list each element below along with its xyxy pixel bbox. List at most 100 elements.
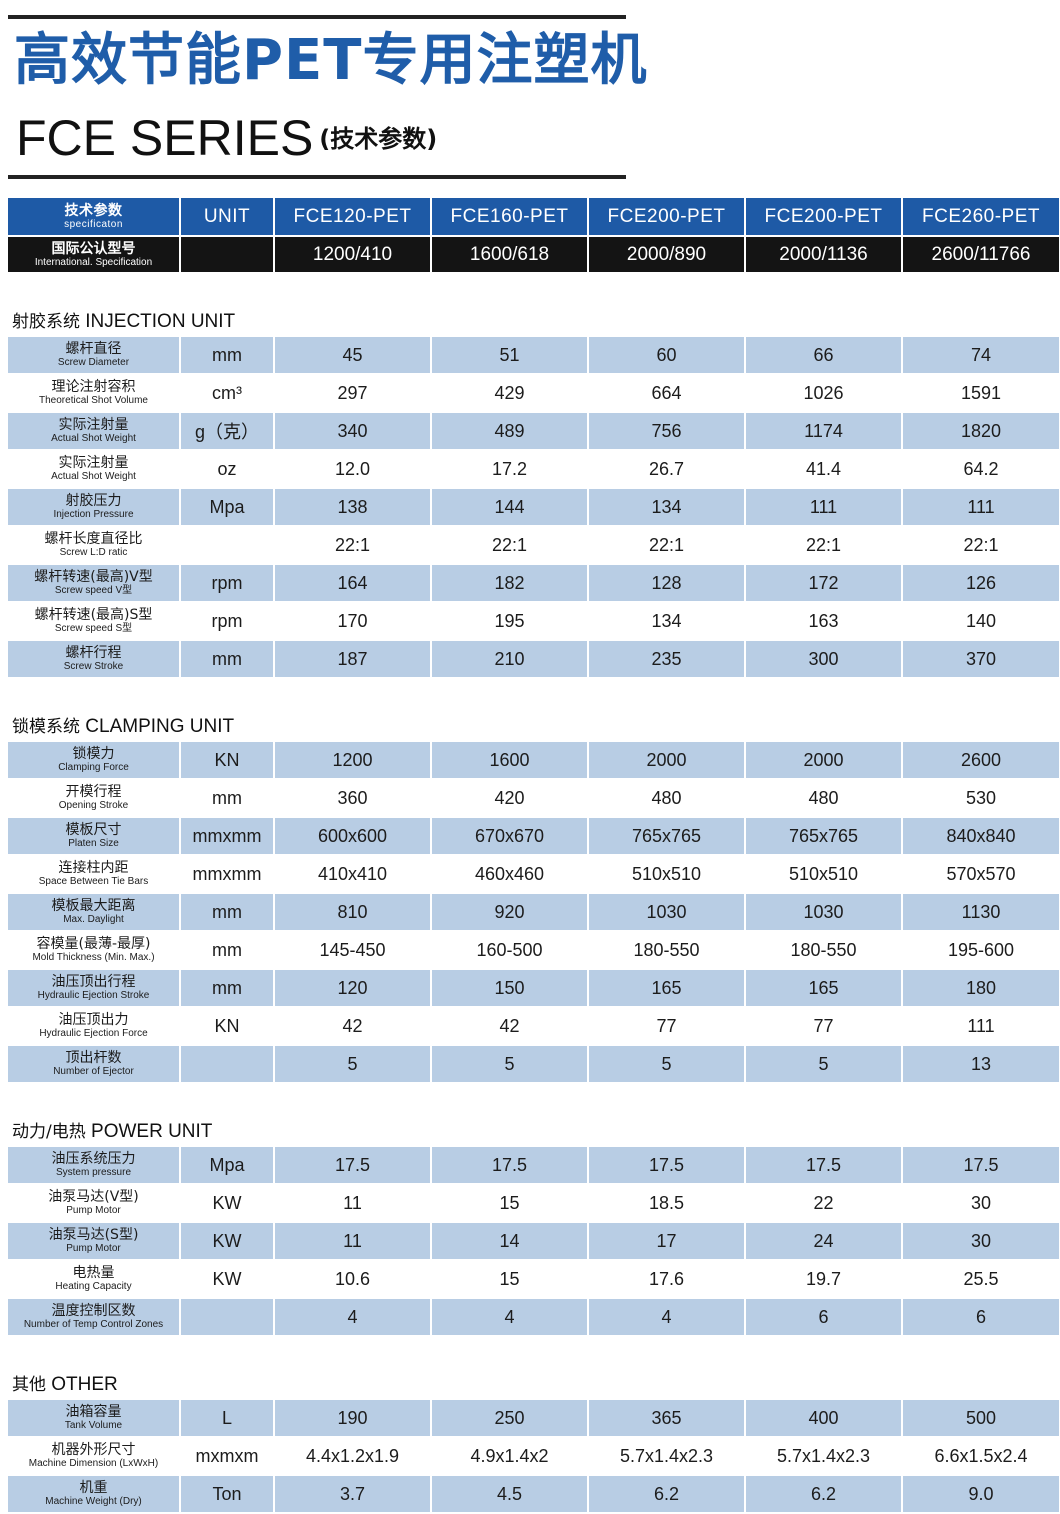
- series-note: (技术参数): [319, 125, 438, 153]
- spec-unit: mm: [180, 893, 275, 932]
- spec-row: 螺杆长度直径比 Screw L:D ratic 22:1 22:1 22:1 22:1 22…: [8, 526, 1060, 565]
- spec-value: 340: [274, 412, 432, 451]
- spec-label-en: Screw L:D ratic: [59, 547, 128, 558]
- spec-label-en: Hydraulic Ejection Force: [39, 1028, 148, 1039]
- intl-spec-label-cell: 国际公认型号 International. Specification: [8, 236, 181, 274]
- spec-label-en: Tank Volume: [64, 1420, 123, 1431]
- spec-row: 油压顶出行程 Hydraulic Ejection Stroke mm 120 150 1…: [8, 969, 1060, 1008]
- spec-value: 365: [588, 1399, 746, 1438]
- spec-value: 11: [274, 1184, 432, 1223]
- spec-row: 电热量 Heating Capacity KW 10.6 15 17.6 19.7 25.5: [8, 1260, 1060, 1299]
- header-label-en: specificaton: [64, 218, 123, 230]
- spec-value: 300: [745, 640, 903, 679]
- spec-table: 技术参数 specificaton UNIT FCE120-PET FCE160…: [8, 198, 1060, 1514]
- spec-value: 15: [431, 1260, 589, 1299]
- spec-row: 油压系统压力 System pressure Mpa 17.5 17.5 17.5 17.5…: [8, 1146, 1060, 1185]
- spec-label-cn: 油泵马达(S型): [48, 1227, 139, 1243]
- spec-value: 14: [431, 1222, 589, 1261]
- spec-value: 18.5: [588, 1184, 746, 1223]
- spec-value: 42: [274, 1007, 432, 1046]
- section-title-en: OTHER: [51, 1374, 118, 1395]
- spec-value: 3.7: [274, 1475, 432, 1514]
- header-model: FCE200-PET: [588, 198, 746, 237]
- spec-unit: KW: [180, 1184, 275, 1223]
- spec-value: 1820: [902, 412, 1060, 451]
- spec-value: 17.5: [274, 1146, 432, 1185]
- intl-spec-value: 2000/1136: [745, 236, 903, 274]
- spec-value: 111: [902, 1007, 1060, 1046]
- spec-value: 410x410: [274, 855, 432, 894]
- spec-row: 油泵马达(V型) Pump Motor KW 11 15 18.5 22 30: [8, 1184, 1060, 1223]
- spec-label-en: Screw speed S型: [54, 623, 133, 634]
- spec-unit: oz: [180, 450, 275, 489]
- spec-value: 6.2: [745, 1475, 903, 1514]
- spec-label-cell: 油压顶出力 Hydraulic Ejection Force: [8, 1007, 181, 1046]
- spec-value: 22:1: [745, 526, 903, 565]
- spec-label-cn: 螺杆长度直径比: [44, 531, 143, 547]
- section-title-cn: 锁模系统: [12, 717, 80, 737]
- spec-unit: mm: [180, 969, 275, 1008]
- intl-spec-label-cn: 国际公认型号: [51, 240, 136, 257]
- spec-value: 164: [274, 564, 432, 603]
- spec-value: 5: [274, 1045, 432, 1084]
- spec-label-cn: 油泵马达(V型): [48, 1189, 139, 1205]
- spec-row: 油泵马达(S型) Pump Motor KW 11 14 17 24 30: [8, 1222, 1060, 1261]
- spec-unit: KW: [180, 1260, 275, 1299]
- spec-unit: L: [180, 1399, 275, 1438]
- spec-value: 1026: [745, 374, 903, 413]
- spec-label-cn: 螺杆转速(最高)S型: [34, 607, 153, 623]
- spec-value: 144: [431, 488, 589, 527]
- spec-label-cn: 锁模力: [72, 746, 115, 762]
- spec-label-cn: 机器外形尺寸: [51, 1442, 136, 1458]
- spec-unit: rpm: [180, 602, 275, 641]
- spec-value: 6: [902, 1298, 1060, 1337]
- spec-value: 195: [431, 602, 589, 641]
- spec-unit: mm: [180, 336, 275, 375]
- spec-value: 145-450: [274, 931, 432, 970]
- spec-value: 138: [274, 488, 432, 527]
- header-model: FCE120-PET: [274, 198, 432, 237]
- section-title: 锁模系统 CLAMPING UNIT: [8, 678, 1060, 742]
- spec-row: 螺杆转速(最高)S型 Screw speed S型 rpm 170 195 134 163 1…: [8, 602, 1060, 641]
- spec-label-cn: 油压顶出力: [58, 1012, 129, 1028]
- spec-value: 235: [588, 640, 746, 679]
- spec-row: 模板最大距离 Max. Daylight mm 810 920 1030 1030 1130: [8, 893, 1060, 932]
- spec-unit: KW: [180, 1222, 275, 1261]
- spec-value: 510x510: [745, 855, 903, 894]
- spec-row: 射胶压力 Injection Pressure Mpa 138 144 134 111 111: [8, 488, 1060, 527]
- spec-value: 30: [902, 1184, 1060, 1223]
- spec-label-en: Opening Stroke: [58, 800, 129, 811]
- spec-value: 165: [745, 969, 903, 1008]
- spec-label-en: Number of Temp Control Zones: [23, 1319, 164, 1330]
- header-label-cell: 技术参数 specificaton: [8, 198, 181, 237]
- spec-value: 77: [745, 1007, 903, 1046]
- spec-row: 螺杆行程 Screw Stroke mm 187 210 235 300 370: [8, 640, 1060, 679]
- spec-value: 664: [588, 374, 746, 413]
- spec-label-en: Actual Shot Weight: [51, 433, 136, 444]
- section-title: 其他 OTHER: [8, 1336, 1060, 1400]
- spec-value: 22: [745, 1184, 903, 1223]
- section-header-row: 动力/电热 POWER UNIT: [8, 1083, 1060, 1147]
- spec-label-cell: 连接柱内距 Space Between Tie Bars: [8, 855, 181, 894]
- intl-spec-unit: [180, 236, 275, 274]
- spec-label-cell: 理论注射容积 Theoretical Shot Volume: [8, 374, 181, 413]
- spec-value: 13: [902, 1045, 1060, 1084]
- spec-value: 920: [431, 893, 589, 932]
- spec-value: 190: [274, 1399, 432, 1438]
- spec-label-cn: 顶出杆数: [65, 1050, 122, 1066]
- spec-label-cn: 温度控制区数: [51, 1303, 136, 1319]
- spec-value: 765x765: [745, 817, 903, 856]
- spec-label-cell: 实际注射量 Actual Shot Weight: [8, 412, 181, 451]
- spec-label-cn: 开模行程: [65, 784, 122, 800]
- section-title-cn: 动力/电热: [12, 1122, 86, 1142]
- spec-value: 840x840: [902, 817, 1060, 856]
- spec-row: 容模量(最薄-最厚) Mold Thickness (Min. Max.) mm 14…: [8, 931, 1060, 970]
- spec-label-cn: 螺杆行程: [65, 645, 122, 661]
- spec-label-en: Heating Capacity: [55, 1281, 132, 1292]
- spec-value: 51: [431, 336, 589, 375]
- spec-label-cn: 连接柱内距: [58, 860, 129, 876]
- spec-label-en: Screw speed V型: [54, 585, 133, 596]
- spec-value: 170: [274, 602, 432, 641]
- intl-spec-label-en: International. Specification: [34, 256, 153, 268]
- spec-value: 510x510: [588, 855, 746, 894]
